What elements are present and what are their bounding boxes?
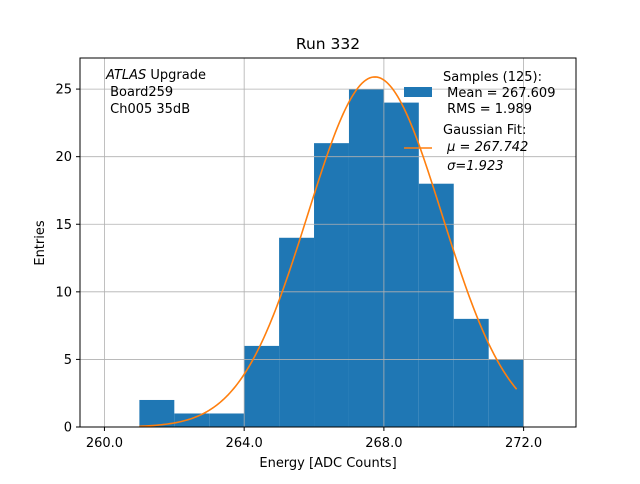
x-axis-label: Energy [ADC Counts]	[259, 456, 396, 471]
legend-mean: Mean = 267.609	[443, 86, 555, 101]
histogram-bar	[348, 89, 384, 427]
x-tick-label: 272.0	[505, 436, 542, 451]
x-tick-label: 268.0	[365, 436, 402, 451]
histogram-bar	[453, 318, 489, 427]
atlas-annotation: ATLAS Upgrade Board259 Ch005 35dB	[105, 68, 206, 117]
legend-fit-title: Gaussian Fit:	[443, 123, 526, 138]
legend-fit-sigma-text: σ=1.923	[447, 159, 503, 174]
legend-rms: RMS = 1.989	[443, 102, 532, 117]
histogram-bar	[418, 183, 454, 427]
x-tick-label: 264.0	[226, 436, 263, 451]
histogram-bar	[314, 143, 349, 427]
legend: Samples (125): Mean = 267.609 RMS = 1.98…	[404, 70, 555, 174]
svg-text:ATLAS Upgrade: ATLAS Upgrade	[105, 68, 206, 83]
y-tick-label: 10	[55, 285, 72, 300]
legend-samples: Samples (125):	[443, 70, 542, 85]
gaussian-fit-curve	[139, 76, 518, 428]
chart-title: Run 332	[296, 35, 360, 53]
plot-frame	[79, 57, 577, 428]
histogram-bar	[209, 413, 245, 427]
y-tick-label: 25	[55, 83, 72, 98]
histogram-bar	[488, 359, 524, 427]
y-tick-label: 15	[55, 218, 72, 233]
histogram-bar	[279, 237, 315, 427]
histogram-bars	[139, 89, 524, 427]
y-tick-label: 5	[64, 353, 72, 368]
y-axis-label: Entries	[33, 220, 48, 266]
histogram-bar	[383, 102, 419, 427]
histogram-bar	[139, 399, 175, 427]
legend-fit-mu-text: μ = 267.742	[446, 140, 528, 155]
y-axis-ticks: 0 5 10 15 20 25	[55, 83, 80, 436]
histogram-bar	[244, 345, 280, 427]
legend-fit-sigma: σ=1.923	[443, 159, 504, 174]
legend-fit-mu: μ = 267.742	[443, 140, 528, 155]
y-tick-label: 0	[64, 421, 72, 436]
histogram-bar	[174, 413, 210, 427]
y-tick-label: 20	[55, 150, 72, 165]
x-axis-ticks: 260.0 264.0 268.0 272.0	[86, 427, 542, 451]
x-tick-label: 260.0	[86, 436, 123, 451]
legend-histogram-swatch	[404, 87, 432, 97]
annotation-upgrade: Upgrade	[146, 68, 206, 83]
atlas-label: ATLAS	[105, 68, 146, 83]
annotation-board: Board259	[106, 85, 173, 100]
annotation-channel: Ch005 35dB	[106, 102, 190, 117]
